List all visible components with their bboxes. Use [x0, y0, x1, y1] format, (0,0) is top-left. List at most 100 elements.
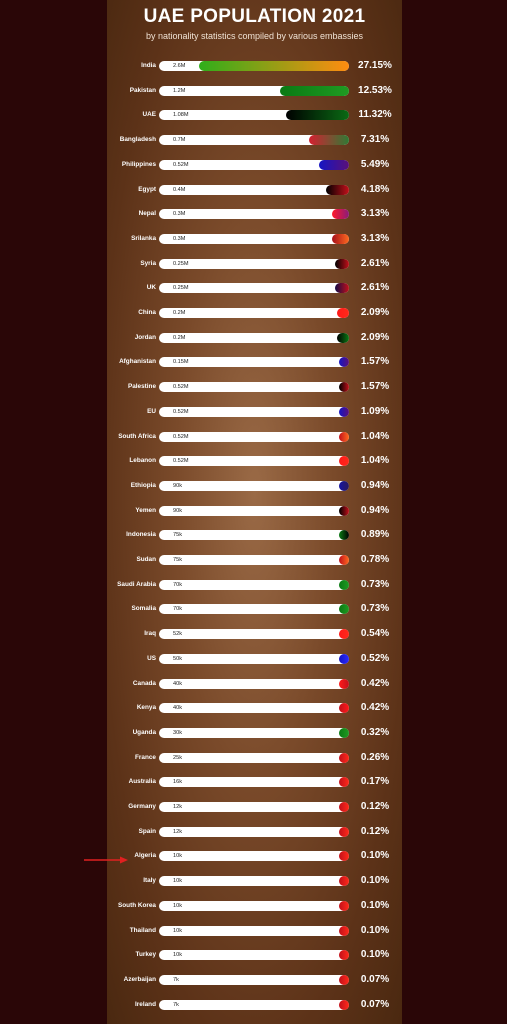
bar-fill — [339, 357, 349, 368]
population-label: 12k — [173, 804, 183, 810]
population-label: 70k — [173, 606, 183, 613]
country-label: Jordan — [134, 333, 156, 341]
country-label: South Korea — [118, 901, 156, 909]
percent-label: 1.04% — [360, 430, 390, 442]
population-label: 90k — [173, 507, 183, 514]
bar-track — [159, 530, 349, 541]
bar-fill — [339, 777, 349, 788]
population-label: 10k — [173, 952, 183, 959]
chart-title: UAE POPULATION 2021 — [143, 6, 366, 27]
country-label: Sudan — [136, 556, 156, 563]
bar-track — [159, 826, 349, 837]
bar-row: Somalia 70k 0.73% — [107, 602, 402, 616]
bar-row: Australia 16k 0.17% — [107, 775, 402, 789]
bar-track — [159, 629, 349, 640]
country-label: Afghanistan — [119, 358, 156, 366]
bar-row: Srilanka 0.3M 3.13% — [107, 232, 402, 246]
population-label: 10k — [173, 927, 183, 934]
percent-label: 0.12% — [360, 825, 390, 837]
bar-row: Nepal 0.3M 3.13% — [107, 207, 402, 221]
bar-row: Syria 0.25M 2.61% — [107, 257, 402, 271]
bar-track — [159, 308, 349, 318]
country-label: Srilanka — [131, 234, 156, 242]
country-label: Ireland — [135, 1000, 156, 1008]
bar-track — [159, 184, 349, 195]
bar-fill — [339, 406, 349, 417]
bar-fill — [334, 283, 349, 294]
bar-row: France 25k 0.26% — [107, 751, 402, 765]
country-label: Italy — [143, 877, 156, 885]
bar-track — [159, 159, 349, 170]
percent-label: 0.10% — [360, 924, 390, 936]
country-label: China — [138, 309, 156, 316]
population-label: 0.52M — [173, 458, 189, 465]
bar-fill — [339, 900, 349, 911]
bar-fill — [339, 382, 349, 393]
population-label: 52k — [173, 631, 183, 638]
country-label: US — [147, 654, 156, 662]
bar-row: Ethiopia 90k 0.94% — [107, 479, 402, 493]
bar-fill — [331, 209, 349, 220]
bar-track — [159, 431, 349, 442]
percent-label: 0.54% — [360, 628, 390, 640]
bar-fill — [199, 61, 349, 71]
percent-label: 0.42% — [360, 677, 390, 689]
bar-track — [159, 777, 349, 788]
bar-fill — [339, 925, 349, 936]
country-label: Philippines — [121, 160, 156, 168]
bar-row: Egypt 0.4M 4.18% — [107, 183, 402, 197]
bar-row: China 0.2M 2.09% — [107, 306, 402, 320]
percent-label: 1.57% — [360, 381, 390, 393]
population-label: 75k — [173, 557, 183, 563]
population-label: 2.6M — [173, 63, 186, 69]
bar-track — [159, 258, 349, 269]
percent-label: 3.13% — [360, 208, 390, 220]
population-label: 70k — [173, 581, 183, 588]
bar-row: South Africa 0.52M 1.04% — [107, 430, 402, 444]
country-label: Canada — [132, 679, 156, 687]
percent-label: 7.31% — [360, 134, 390, 146]
population-label: 0.2M — [173, 334, 186, 341]
bar-fill — [339, 678, 349, 689]
bar-row: Pakistan 1.2M 12.53% — [107, 84, 402, 98]
country-label: Egypt — [138, 185, 156, 193]
bar-track — [159, 999, 349, 1010]
bar-row: Italy 10k 0.10% — [107, 874, 402, 888]
population-label: 0.15M — [173, 359, 189, 366]
bar-track — [159, 456, 349, 467]
bar-fill — [337, 308, 349, 318]
country-label: EU — [147, 407, 156, 415]
percent-label: 0.17% — [360, 776, 390, 788]
bar-track — [159, 950, 349, 961]
percent-label: 0.10% — [360, 949, 390, 961]
bar-track — [159, 974, 349, 985]
percent-label: 1.09% — [360, 405, 390, 417]
percent-label: 0.26% — [360, 751, 390, 763]
country-label: UK — [146, 284, 156, 292]
population-label: 7k — [173, 976, 179, 983]
bar-row: Canada 40k 0.42% — [107, 677, 402, 691]
bar-fill — [334, 258, 349, 269]
bar-row: Turkey 10k 0.10% — [107, 948, 402, 962]
country-label: France — [135, 753, 156, 761]
bar-row: Yemen 90k 0.94% — [107, 504, 402, 518]
bar-row: Jordan 0.2M 2.09% — [107, 331, 402, 345]
bar-fill — [339, 629, 349, 640]
bar-fill — [339, 505, 349, 516]
bar-row: Saudi Arabia 70k 0.73% — [107, 578, 402, 592]
country-label: India — [141, 62, 156, 69]
bar-fill — [339, 431, 349, 442]
percent-label: 2.09% — [360, 307, 390, 318]
population-label: 0.2M — [173, 310, 186, 316]
bar-fill — [339, 826, 349, 837]
population-label: 10k — [173, 853, 183, 860]
population-label: 30k — [173, 729, 183, 736]
percent-label: 1.57% — [360, 356, 390, 368]
population-label: 0.25M — [173, 285, 189, 292]
bar-fill — [339, 950, 349, 961]
population-label: 10k — [173, 902, 183, 909]
bar-row: Spain 12k 0.12% — [107, 825, 402, 839]
bar-fill — [318, 159, 349, 170]
bar-row: Kenya 40k 0.42% — [107, 701, 402, 715]
percent-label: 11.32% — [358, 109, 392, 121]
